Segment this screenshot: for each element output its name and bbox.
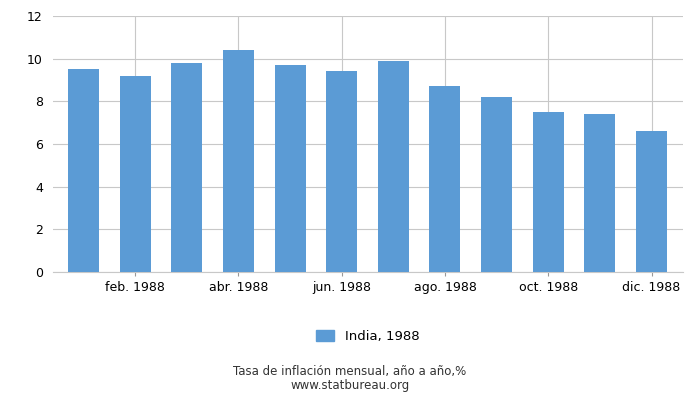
- Bar: [481, 97, 512, 272]
- Bar: [584, 114, 615, 272]
- Bar: [68, 69, 99, 272]
- Bar: [172, 63, 202, 272]
- Bar: [326, 72, 357, 272]
- Bar: [120, 76, 150, 272]
- Bar: [274, 65, 305, 272]
- Text: www.statbureau.org: www.statbureau.org: [290, 380, 410, 392]
- Text: Tasa de inflación mensual, año a año,%: Tasa de inflación mensual, año a año,%: [233, 366, 467, 378]
- Bar: [430, 86, 461, 272]
- Bar: [223, 50, 254, 272]
- Bar: [636, 131, 667, 272]
- Legend: India, 1988: India, 1988: [316, 330, 419, 343]
- Bar: [533, 112, 564, 272]
- Bar: [378, 61, 409, 272]
